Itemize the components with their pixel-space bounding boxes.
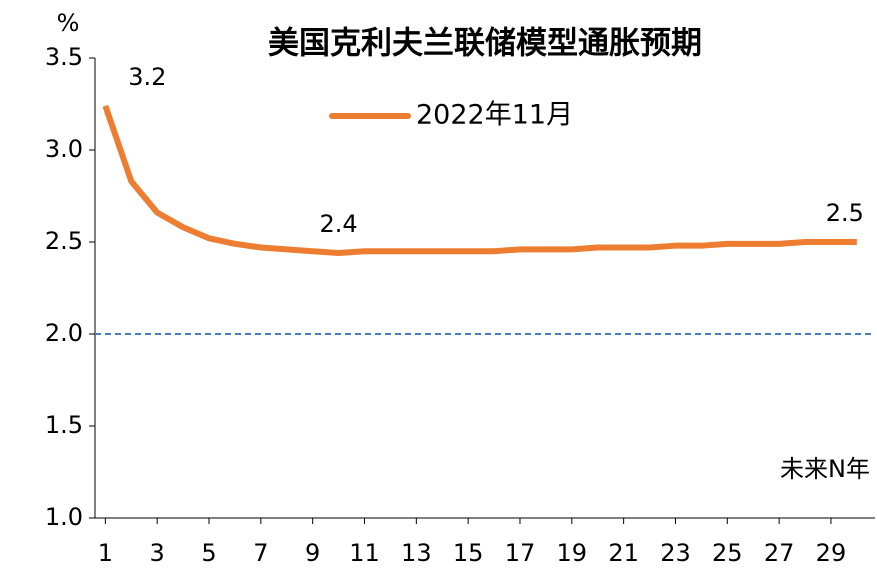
x-tick-label: 19	[557, 539, 588, 567]
x-tick-label: 3	[150, 539, 165, 567]
y-unit: %	[57, 9, 80, 37]
x-tick-label: 27	[764, 539, 795, 567]
y-tick-label: 1.0	[45, 503, 83, 531]
annotation: 未来N年	[780, 455, 870, 483]
x-tick-label: 29	[816, 539, 847, 567]
x-tick-label: 11	[349, 539, 380, 567]
x-tick-label: 1	[98, 539, 113, 567]
x-tick-label: 9	[305, 539, 320, 567]
series-line	[102, 104, 857, 257]
y-tick-label: 3.0	[45, 135, 83, 163]
x-tick-label: 13	[401, 539, 432, 567]
y-tick-label: 1.5	[45, 411, 83, 439]
y-tick-label: 3.5	[45, 43, 83, 71]
y-tick-label: 2.5	[45, 227, 83, 255]
legend-label: 2022年11月	[416, 100, 573, 131]
x-tick-label: 7	[253, 539, 268, 567]
data-label: 2.4	[320, 210, 358, 238]
data-label: 3.2	[128, 63, 166, 91]
x-tick-label: 23	[660, 539, 691, 567]
data-label: 2.5	[826, 199, 864, 227]
chart-title: 美国克利夫兰联储模型通胀预期	[268, 26, 702, 62]
y-tick-label: 2.0	[45, 319, 83, 347]
x-tick-label: 5	[201, 539, 216, 567]
x-tick-label: 15	[453, 539, 484, 567]
x-tick-label: 17	[505, 539, 536, 567]
x-tick-label: 25	[712, 539, 743, 567]
x-tick-label: 21	[608, 539, 639, 567]
